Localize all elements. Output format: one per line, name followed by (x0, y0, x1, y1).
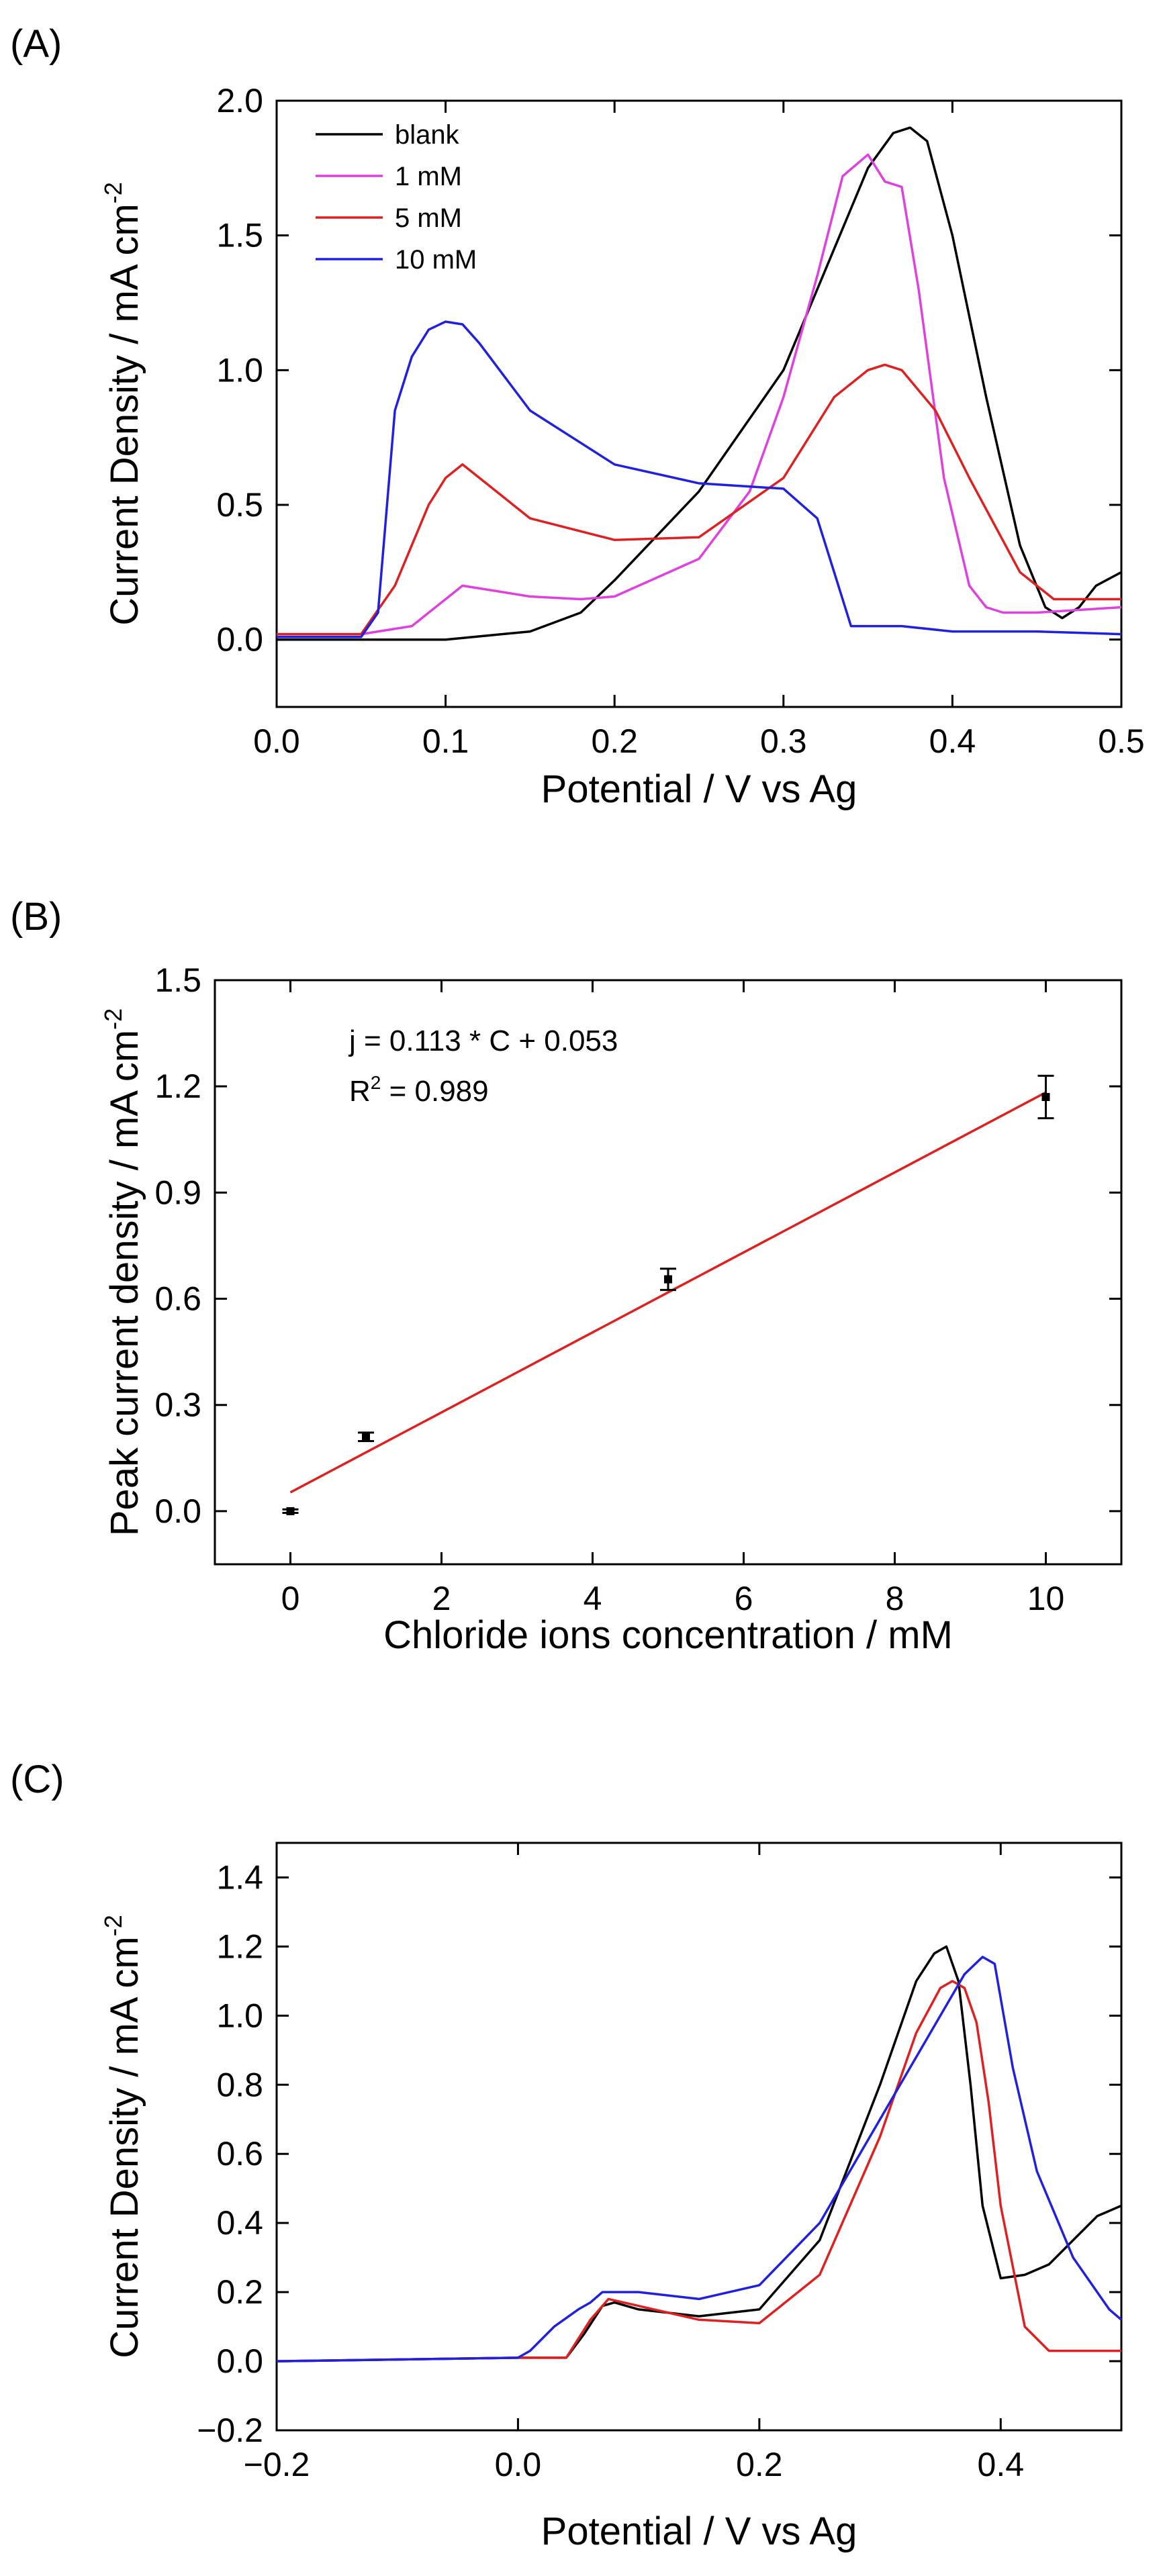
plot-frame (214, 979, 1123, 1566)
y-axis-label: Peak current density / mA cm-2 (99, 1008, 146, 1536)
fit-equation: j = 0.113 * C + 0.053 (348, 1024, 618, 1057)
series-line-5-mM (277, 363, 1121, 636)
x-tick-label: 0.0 (253, 722, 300, 760)
data-point (664, 1275, 672, 1284)
r-squared-label: R2 = 0.989 (349, 1072, 489, 1108)
y-tick-label: 0.3 (154, 1386, 201, 1424)
y-tick-label: 1.0 (216, 351, 263, 389)
y-tick-label: 0.5 (216, 486, 263, 524)
y-tick-label: 1.0 (216, 1997, 263, 2034)
y-axis-label-exponent: -2 (99, 1008, 127, 1030)
plot-frame (275, 1842, 1123, 2432)
series-line-black (276, 1945, 1122, 2363)
y-tick-label: 0.9 (154, 1174, 201, 1211)
y-tick-label: 0.8 (216, 2066, 263, 2103)
y-axis-label-text: Peak current density / mA cm (103, 1030, 146, 1536)
x-tick-label: 0.0 (495, 2446, 542, 2483)
x-tick-label: 0.2 (736, 2446, 783, 2483)
chart-panel-a: 0.0 0.1 0.2 0.3 0.4 0.5 0.0 0.5 1.0 1.5 2.0 (A) Pote… (10, 22, 1145, 811)
y-tick-label: 1.2 (216, 1927, 263, 1965)
panel-label: (A) (10, 22, 62, 66)
y-tick-label: 0.4 (216, 2204, 263, 2242)
chart-panel-b: 0 2 4 6 8 10 0.0 0.3 0.6 0.9 1.2 1.5 (B) Chloride ion… (10, 895, 1123, 1657)
y-axis-label-exponent: -2 (99, 1915, 127, 1936)
y-tick-label: 0.0 (216, 2342, 263, 2380)
y-axis-label-text: Current Density / mA cm (103, 1936, 146, 2358)
x-tick-label: 8 (886, 1580, 904, 1617)
panel-label: (C) (10, 1758, 64, 1801)
data-point (362, 1433, 370, 1441)
x-tick-label: −0.2 (244, 2446, 310, 2483)
series-line-10-mM (277, 320, 1122, 638)
y-tick-label: 1.4 (216, 1858, 263, 1896)
r-squared-exponent: 2 (371, 1072, 381, 1093)
legend-label: 5 mM (395, 203, 462, 233)
y-tick-label: 0.2 (216, 2273, 263, 2311)
y-tick-label: 1.2 (154, 1067, 201, 1105)
plot-frame (275, 99, 1123, 708)
y-tick-label: 2.0 (216, 82, 263, 120)
x-tick-label: 0.4 (929, 722, 976, 760)
y-tick-label: 1.5 (216, 217, 263, 254)
x-tick-label: 0.4 (978, 2446, 1025, 2483)
legend-label: blank (395, 120, 460, 150)
series-line-blank (277, 126, 1122, 641)
x-axis-label: Potential / V vs Ag (541, 2510, 857, 2553)
x-tick-label: 0.5 (1098, 722, 1145, 760)
x-tick-label: 0.2 (591, 722, 638, 760)
y-axis-label: Current Density / mA cm-2 (99, 182, 146, 626)
series-line-1-mM (277, 153, 1122, 636)
data-point (1041, 1093, 1050, 1101)
series-line-blue (276, 1956, 1123, 2363)
x-tick-label: 0.3 (760, 722, 807, 760)
panel-label: (B) (10, 895, 62, 939)
x-tick-label: 4 (584, 1580, 602, 1617)
y-tick-label: 0.6 (154, 1280, 201, 1318)
y-axis-label-text: Current Density / mA cm (103, 203, 146, 625)
series-line-red (276, 1980, 1121, 2363)
x-tick-label: 6 (735, 1580, 753, 1617)
x-tick-label: 0 (281, 1580, 300, 1617)
y-tick-label: −0.2 (197, 2412, 263, 2449)
y-tick-label: 0.0 (154, 1492, 201, 1530)
y-tick-label: 1.5 (154, 961, 201, 999)
r-squared-symbol: R (349, 1075, 371, 1108)
fit-line (289, 1091, 1047, 1494)
chart-panel-c: −0.2 0.0 0.2 0.4 −0.2 0.0 0.2 0.4 0.6 0.8 1.0 1.2 1.… (10, 1758, 1123, 2553)
r-squared-value: = 0.989 (381, 1075, 488, 1108)
x-tick-label: 2 (432, 1580, 451, 1617)
x-tick-label: 10 (1027, 1580, 1065, 1617)
y-tick-label: 0.6 (216, 2135, 263, 2173)
x-axis-label: Chloride ions concentration / mM (383, 1613, 953, 1657)
y-tick-label: 0.0 (216, 621, 263, 659)
legend-label: 10 mM (395, 245, 477, 275)
x-axis-label: Potential / V vs Ag (541, 767, 857, 811)
y-axis-label: Current Density / mA cm-2 (99, 1915, 146, 2358)
y-axis-label-exponent: -2 (99, 182, 127, 203)
data-point (286, 1507, 295, 1515)
x-tick-label: 0.1 (422, 722, 469, 760)
legend-label: 1 mM (395, 162, 462, 191)
